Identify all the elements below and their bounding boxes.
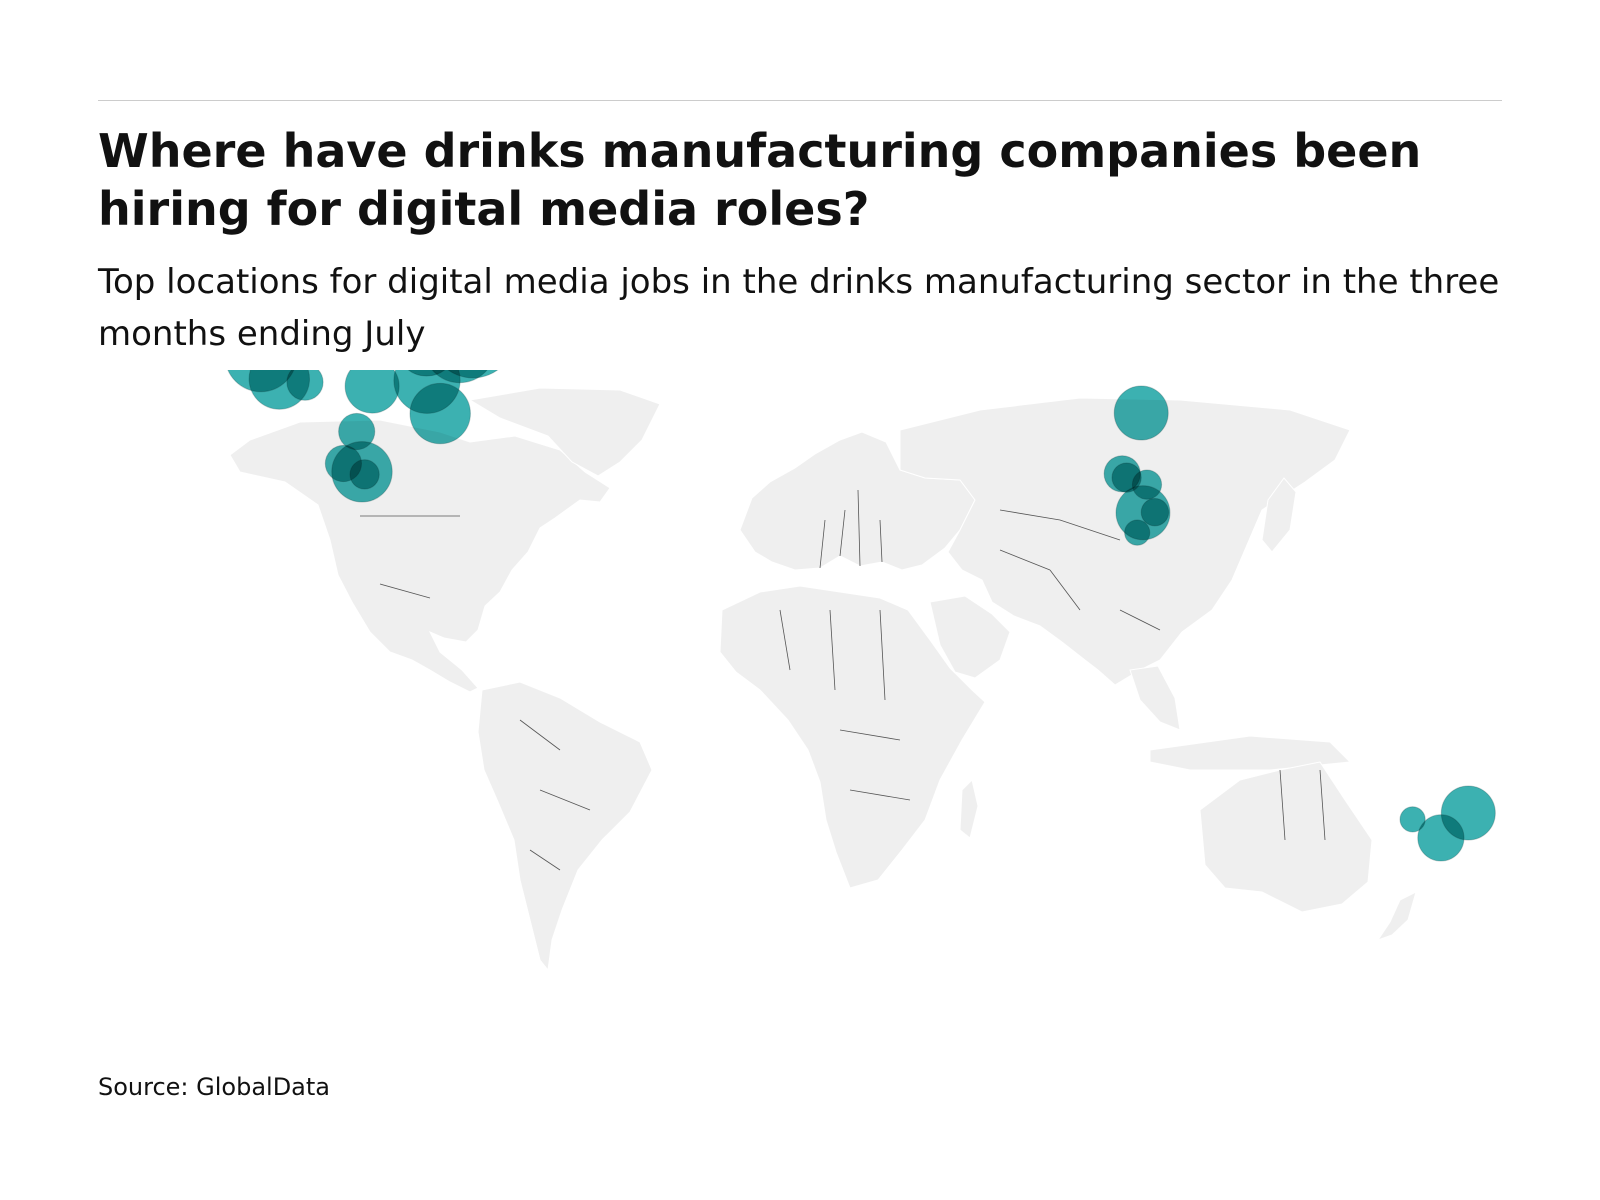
border-asia [999,509,1161,631]
land-australia [1199,761,1373,913]
land-north-america [229,419,611,693]
location-bubble [1113,385,1169,441]
land-madagascar [959,779,979,839]
location-bubble [407,370,446,377]
chart-subtitle: Top locations for digital media jobs in … [98,262,1500,354]
land-greenland [468,387,661,477]
location-bubble [1417,814,1465,862]
location-bubble [1399,806,1426,833]
top-rule [98,100,1502,101]
land-new-zealand [1376,891,1417,941]
chart-title: Where have drinks manufacturing companie… [98,124,1422,236]
land-masses [229,387,1417,972]
land-southeast-asia [1129,665,1181,731]
land-africa [719,585,986,889]
location-bubble [338,412,376,451]
land-arabia [929,595,1011,679]
land-asia [899,397,1351,686]
world-map [227,370,1496,972]
border-us-mexico [379,583,431,599]
location-bubble [286,370,324,401]
location-bubble [409,382,471,445]
border-south-america [519,719,591,871]
location-bubble [1124,519,1151,546]
border-africa [779,609,911,801]
source-note: Source: GlobalData [98,1073,331,1101]
location-bubble [1140,498,1170,527]
location-bubble [349,459,380,490]
location-bubble [344,370,400,414]
border-australia [1279,769,1326,841]
land-south-america [477,681,653,972]
location-bubbles [227,370,1496,862]
country-borders [360,489,1326,871]
border-europe [819,489,883,569]
location-bubble [1111,462,1142,493]
land-japan [1261,477,1297,553]
